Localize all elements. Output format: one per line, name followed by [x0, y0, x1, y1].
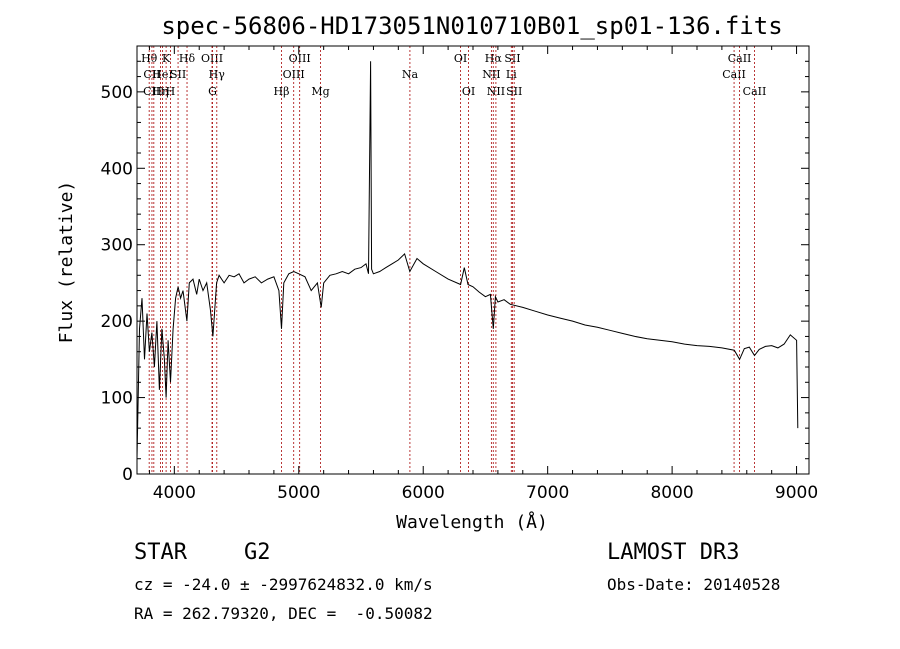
- x-tick-label-2: 6000: [402, 483, 445, 503]
- spectrum-data: [136, 61, 799, 459]
- marker-label-21: NII: [487, 85, 505, 98]
- y-tick-label-0: 0: [122, 465, 133, 485]
- y-axis-label: Flux (relative): [56, 181, 77, 344]
- spectrum-series-flux: [136, 61, 799, 459]
- marker-label-4: HeI: [152, 68, 172, 81]
- marker-label-23: Li: [506, 68, 517, 81]
- marker-label-16: Na: [402, 68, 419, 81]
- marker-label-15: Mg: [311, 85, 329, 98]
- x-tick-label-5: 9000: [775, 483, 818, 503]
- marker-label-9: OIII: [201, 52, 223, 65]
- marker-label-17: OI: [454, 52, 467, 65]
- observation-date: Obs-Date: 20140528: [607, 575, 781, 594]
- marker-label-24: SII: [506, 85, 522, 98]
- marker-label-13: OIII: [283, 68, 305, 81]
- marker-label-0: Hθ: [141, 52, 158, 65]
- marker-label-3: Hη: [152, 85, 168, 98]
- marker-label-6: H: [166, 85, 176, 98]
- chart-title: spec-56806-HD173051N010710B01_sp01-136.f…: [161, 12, 782, 40]
- marker-label-18: OI: [462, 85, 475, 98]
- marker-label-1: CII: [143, 68, 160, 81]
- x-tick-label-0: 4000: [153, 483, 196, 503]
- marker-label-10: Hγ: [209, 68, 226, 81]
- marker-label-8: Hδ: [179, 52, 196, 65]
- marker-label-2: CIII: [143, 85, 164, 98]
- marker-label-20: NII: [482, 68, 500, 81]
- x-axis-label: Wavelength (Å): [396, 511, 548, 533]
- marker-label-7: SII: [170, 68, 186, 81]
- marker-label-11: G: [208, 85, 217, 98]
- y-tick-label-3: 300: [101, 236, 133, 256]
- y-tick-label-4: 400: [101, 159, 133, 179]
- subclass: G2: [244, 540, 271, 565]
- y-tick-label-2: 200: [101, 312, 133, 332]
- marker-label-5: K: [162, 52, 171, 65]
- survey-name: LAMOST DR3: [607, 540, 740, 565]
- marker-label-22: SII: [504, 52, 520, 65]
- marker-label-19: Hα: [485, 52, 503, 65]
- y-tick-label-1: 100: [101, 389, 133, 409]
- marker-label-25: CaII: [722, 68, 746, 81]
- y-tick-label-5: 500: [101, 83, 133, 103]
- x-tick-label-4: 8000: [650, 483, 693, 503]
- x-tick-label-1: 5000: [277, 483, 320, 503]
- redshift-info: cz = -24.0 ± -2997624832.0 km/s: [134, 575, 433, 594]
- plot-frame: [136, 45, 810, 475]
- object-type: STAR: [134, 540, 187, 565]
- x-tick-label-3: 7000: [526, 483, 569, 503]
- marker-label-12: Hβ: [274, 85, 290, 98]
- axis-ticks: 4000 5000 6000 7000 8000 9000 0 100 200 300 400 500: [101, 46, 818, 503]
- marker-label-27: CaII: [743, 85, 767, 98]
- marker-label-26: CaII: [728, 52, 752, 65]
- marker-label-14: OIII: [289, 52, 311, 65]
- coordinates: RA = 262.79320, DEC = -0.50082: [134, 604, 433, 623]
